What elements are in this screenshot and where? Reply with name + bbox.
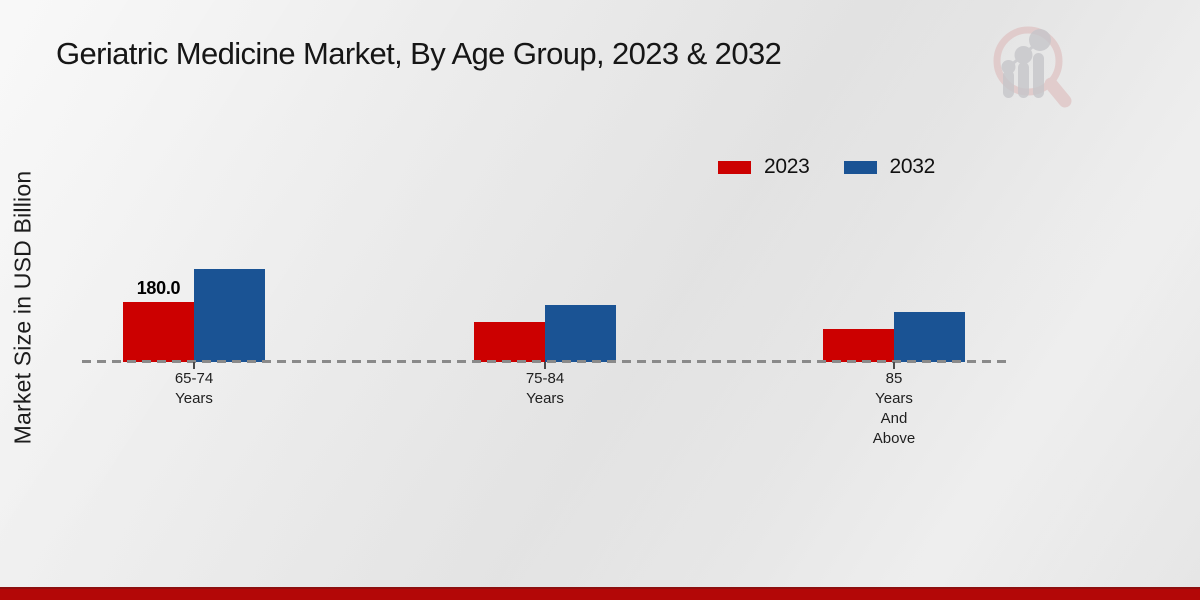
x-axis-baseline	[82, 360, 1007, 363]
x-axis-category-label: 65-74 Years	[174, 370, 214, 407]
legend-label-2023: 2023	[764, 155, 810, 178]
legend-label-2032: 2032	[889, 155, 936, 178]
growth-bars-icon	[1001, 29, 1051, 98]
bar-2023-group-1	[123, 302, 194, 362]
x-axis-category-label: 85 Years And Above	[872, 370, 916, 447]
bar-2032-group-3	[894, 312, 965, 362]
chart-title: Geriatric Medicine Market, By Age Group,…	[56, 36, 782, 71]
bar-2032-group-2	[545, 305, 616, 362]
x-axis-category-label: 75-84 Years	[525, 370, 565, 407]
legend-swatch-2023	[718, 160, 751, 174]
legend-item-2032: 2032	[843, 155, 936, 179]
legend-swatch-2032	[843, 160, 877, 174]
x-axis-tick	[893, 362, 895, 369]
x-axis-tick	[193, 362, 195, 369]
magnifier-handle-icon	[1044, 77, 1072, 108]
x-axis-tick	[544, 362, 546, 369]
bar-2023-group-3	[823, 328, 894, 362]
legend: 2023 2032	[718, 155, 935, 179]
footer-accent-bar	[0, 587, 1200, 600]
bar-2032-group-1	[194, 268, 265, 362]
bar-value-label: 180.0	[136, 278, 181, 298]
legend-item-2023: 2023	[718, 155, 810, 179]
bar-2023-group-2	[474, 322, 545, 362]
market-research-watermark-logo	[993, 26, 1072, 108]
